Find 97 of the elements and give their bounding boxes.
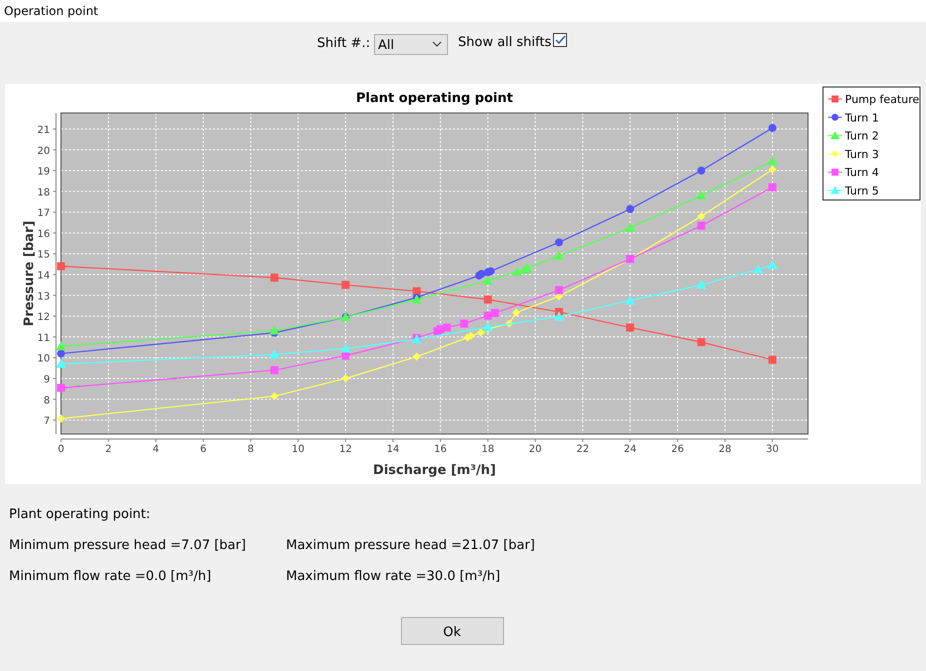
point — [270, 392, 278, 400]
point — [340, 344, 351, 353]
y-tick-label: 10 — [37, 354, 50, 365]
point — [490, 309, 499, 317]
text: Ok — [443, 625, 462, 640]
x-tick-label: 0 — [58, 444, 64, 455]
x-tick-label: 4 — [152, 444, 160, 455]
point — [697, 338, 706, 346]
point — [626, 205, 634, 214]
point — [625, 296, 636, 305]
point — [270, 274, 278, 282]
point — [625, 222, 636, 232]
point — [484, 295, 492, 304]
x-tick-label: 12 — [339, 444, 352, 455]
y-tick-label: 17 — [37, 208, 50, 220]
point — [484, 312, 492, 320]
point — [342, 280, 350, 289]
x-tick-label: 2 — [105, 444, 112, 455]
x-tick-label: 30 — [766, 444, 779, 455]
y-tick-label: 21 — [37, 125, 50, 136]
text: Shift #.: — [317, 36, 370, 51]
x-tick-label: 18 — [481, 444, 494, 455]
x-tick-label: 14 — [386, 444, 400, 455]
x-tick-label: 6 — [200, 444, 206, 455]
chart-title: Plant operating point — [356, 91, 513, 106]
y-tick-label: 18 — [37, 187, 50, 198]
point — [555, 238, 563, 246]
y-tick-label: 20 — [37, 146, 50, 157]
text: Minimum flow rate =0.0 [m³/h] — [9, 569, 212, 584]
point — [269, 326, 280, 335]
text: Plant operating point: — [9, 507, 150, 522]
y-tick-label: 7 — [44, 416, 50, 428]
point — [460, 320, 468, 328]
point — [767, 260, 778, 270]
text: Operation point — [4, 4, 98, 18]
point — [768, 183, 776, 192]
point — [768, 166, 776, 174]
point — [270, 366, 278, 374]
point — [56, 358, 66, 368]
legend-label: Turn 1 — [844, 111, 879, 124]
point — [482, 276, 493, 285]
text: Maximum flow rate =30.0 [m³/h] — [286, 569, 500, 584]
point — [768, 356, 776, 364]
point — [554, 250, 564, 260]
point — [342, 374, 350, 382]
point — [56, 341, 66, 350]
point — [697, 166, 706, 175]
y-tick-label: 9 — [44, 374, 50, 386]
point — [57, 384, 65, 392]
point — [768, 124, 776, 132]
point — [412, 352, 421, 361]
point — [476, 328, 485, 337]
point — [554, 312, 564, 321]
point — [442, 324, 451, 332]
point — [697, 212, 706, 220]
x-tick-label: 26 — [671, 444, 684, 455]
point — [512, 266, 522, 276]
point — [57, 262, 65, 270]
text: Minimum pressure head =7.07 [bar] — [9, 538, 246, 553]
y-tick-label: 14 — [37, 270, 50, 282]
legend-label: Turn 4 — [844, 166, 879, 180]
point — [57, 350, 65, 358]
point — [57, 414, 65, 423]
y-tick-label: 15 — [37, 250, 50, 261]
point — [626, 324, 634, 332]
point — [512, 308, 520, 317]
x-tick-label: 22 — [576, 444, 590, 455]
y-tick-label: 12 — [37, 312, 50, 324]
x-tick-label: 8 — [248, 444, 254, 455]
x-tick-label: 24 — [624, 444, 637, 455]
point — [269, 350, 280, 359]
text: Maximum pressure head =21.07 [bar] — [286, 538, 536, 553]
text: Show all shifts — [458, 35, 552, 50]
legend-label: Turn 2 — [844, 130, 879, 143]
y-tick-label: 16 — [37, 228, 50, 240]
x-axis-title: Discharge [m³/h] — [373, 463, 496, 478]
y-tick-label: 19 — [37, 166, 50, 178]
legend-label: Turn 3 — [844, 148, 879, 161]
text: All — [378, 38, 394, 53]
y-tick-label: 8 — [44, 395, 50, 406]
point — [697, 222, 706, 230]
x-tick-label: 10 — [292, 444, 305, 455]
point — [696, 280, 706, 289]
legend-label: Turn 5 — [844, 184, 879, 198]
y-tick-label: 13 — [37, 291, 50, 302]
point — [767, 156, 778, 166]
y-tick-label: 11 — [37, 332, 50, 344]
x-tick-label: 28 — [718, 444, 732, 455]
x-tick-label: 16 — [434, 444, 447, 455]
point — [486, 267, 495, 276]
point — [482, 322, 493, 332]
point — [696, 190, 706, 200]
point — [555, 286, 563, 294]
y-axis-title: Pressure [bar] — [22, 220, 37, 326]
point — [753, 264, 764, 274]
x-tick-label: 20 — [528, 444, 542, 455]
legend-label: Pump feature — [845, 93, 920, 106]
